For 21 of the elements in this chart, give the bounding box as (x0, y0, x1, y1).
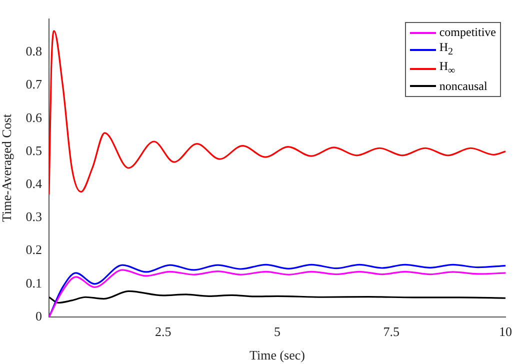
legend-label: H$_{2}$ (439, 40, 454, 60)
legend-label: noncausal (439, 78, 488, 94)
y-tick-label: 0 (36, 308, 42, 324)
y-tick-label: 0.4 (26, 176, 42, 191)
x-axis-title: Time (sec) (250, 348, 305, 363)
line-series (49, 30, 506, 196)
y-tick-label: 0.7 (26, 76, 42, 92)
y-tick-label: 0.6 (26, 110, 42, 125)
y-tick-label: 0.5 (26, 142, 42, 158)
legend-label: competitive (439, 25, 496, 40)
line-series (49, 290, 506, 304)
y-tick-label: 0.3 (26, 209, 42, 224)
x-tick-label: 7.5 (383, 324, 400, 340)
x-tick-label: 5 (274, 324, 280, 340)
x-tick-label: 10 (499, 324, 512, 340)
y-tick-label: 0.2 (26, 242, 42, 258)
y-axis-title: Time-Averaged Cost (0, 114, 14, 222)
legend-label: H$_{∞}$ (439, 59, 456, 79)
x-tick-label: 2.5 (155, 324, 172, 340)
y-tick-label: 0.1 (26, 275, 42, 290)
y-tick-label: 0.8 (26, 44, 42, 59)
